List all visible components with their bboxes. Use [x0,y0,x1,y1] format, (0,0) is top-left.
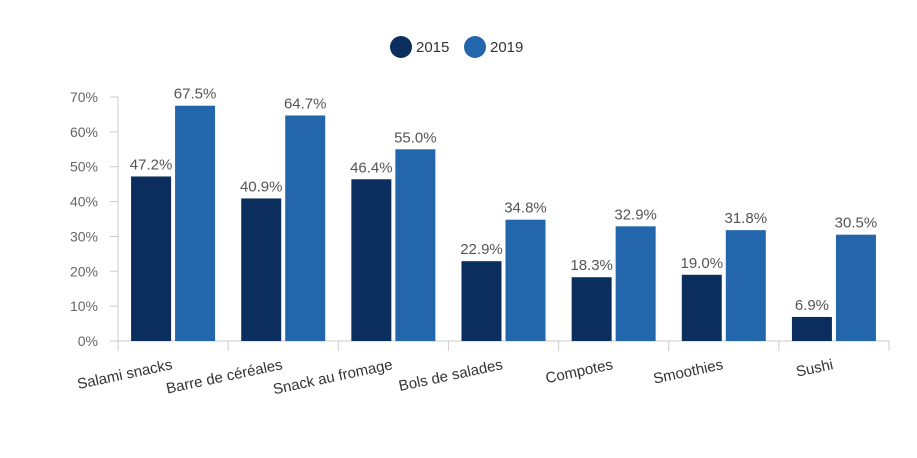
data-label-2019: 55.0% [394,129,437,146]
bar-2019[interactable] [505,219,546,341]
x-category-label: Bols de salades [397,356,504,395]
legend-label-2019[interactable]: 2019 [490,39,523,56]
y-tick-label: 40% [70,194,98,210]
x-category-label: Sushi [795,356,835,380]
data-labels: 47.2% 67.5% 40.9% 64.7% 46.4%55.0% 22.9% 34.8%… [128,84,878,315]
bar-2019[interactable] [615,226,656,341]
y-tick-label: 30% [70,228,98,244]
legend-label-2015[interactable]: 2015 [416,39,449,56]
data-label-2019: 67.5% [174,86,217,103]
y-tick-label: 10% [70,298,98,314]
bar-2019[interactable] [175,105,216,341]
x-category-label: Barre de céréales [165,356,284,397]
x-category-label: Snack au fromage [272,356,395,398]
data-label-2019: 32.9% [614,206,657,223]
bar-2015[interactable] [131,176,172,341]
bar-2019[interactable] [395,149,436,341]
bar-2015[interactable] [351,179,392,341]
legend-marker-2019[interactable] [464,36,486,58]
data-label-2015: 19.0% [681,255,724,272]
bar-2015[interactable] [791,316,832,341]
data-label-2019: 64.7% [284,95,327,112]
y-tick-label: 60% [70,124,98,140]
data-label-2015: 22.9% [460,241,503,258]
data-label-2015: 46.4% [350,159,393,176]
x-category-label: Smoothies [652,356,725,387]
data-label-2015: 40.9% [240,178,283,195]
y-tick-label: 70% [70,89,98,105]
bar-2015[interactable] [241,198,282,341]
bar-2015[interactable] [571,277,612,341]
bars [131,105,876,341]
data-label-2015: 6.9% [795,297,829,314]
legend-marker-2015[interactable] [390,36,412,58]
y-tick-label: 50% [70,159,98,175]
x-category-label: Salami snacks [76,356,174,393]
data-label-2019: 31.8% [725,210,768,227]
data-label-2019: 30.5% [835,215,878,232]
bar-2019[interactable] [285,115,326,341]
y-tick-label: 0% [78,333,98,349]
y-tick-label: 20% [70,263,98,279]
data-label-2015: 47.2% [130,156,173,173]
data-label-2019: 34.8% [504,200,547,217]
bar-2019[interactable] [835,234,876,341]
x-category-label: Compotes [544,356,614,387]
y-axis: 0% 10% 20% 30% 40% 50% 60% 70% [70,89,119,349]
legend: 2015 2019 [390,36,523,58]
bar-2019[interactable] [725,230,766,341]
bar-2015[interactable] [681,274,722,341]
data-label-2015: 18.3% [570,257,613,274]
bar-2015[interactable] [461,261,502,341]
